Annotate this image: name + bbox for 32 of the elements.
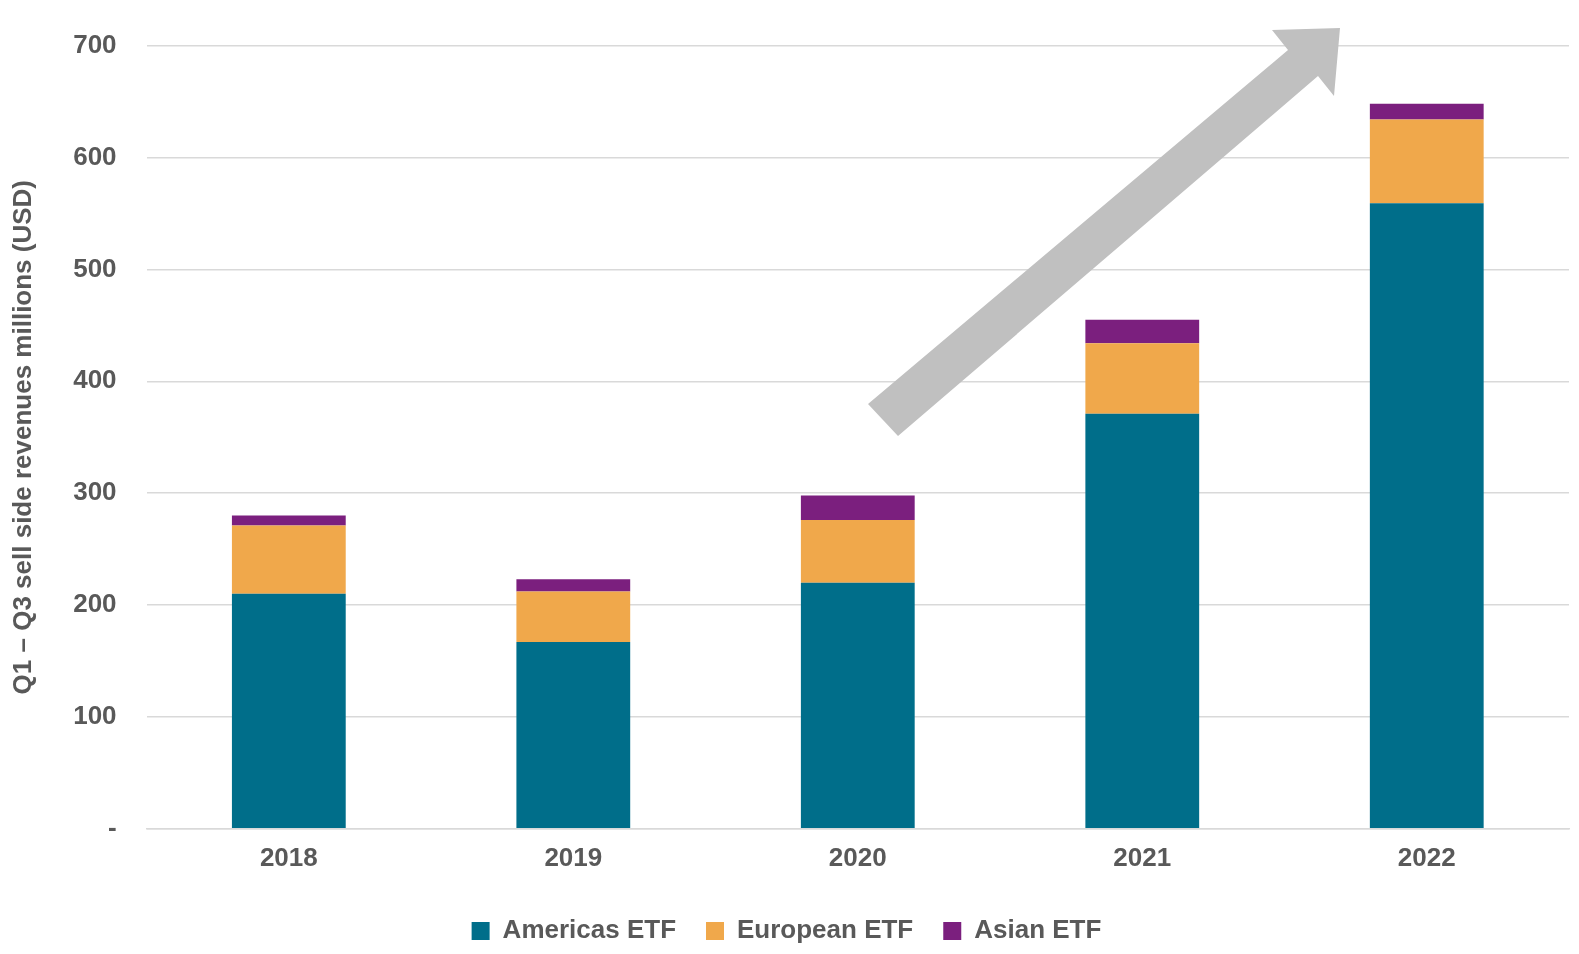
y-axis-title: Q1 – Q3 sell side revenues millions (USD): [6, 179, 37, 695]
bar: [231, 525, 346, 594]
y-tick-label: -: [107, 811, 117, 842]
legend-label: Americas ETF: [502, 914, 677, 945]
bar: [516, 641, 631, 829]
bar: [800, 495, 915, 520]
y-tick-label: 400: [73, 364, 117, 395]
x-tick-label: 2022: [1397, 841, 1456, 872]
legend-label: European ETF: [737, 914, 914, 945]
y-tick-label: 100: [73, 700, 117, 731]
legend-label: Asian ETF: [974, 914, 1102, 945]
y-tick-label: 600: [73, 140, 117, 171]
x-tick-label: 2020: [828, 841, 887, 872]
bar: [1085, 319, 1200, 344]
y-tick-label: 500: [73, 252, 117, 283]
y-tick-label: 200: [73, 588, 117, 619]
bar: [1085, 343, 1200, 414]
bar: [516, 579, 631, 592]
x-tick-label: 2019: [544, 841, 603, 872]
bar: [1369, 203, 1484, 829]
bar: [800, 520, 915, 583]
bar: [1085, 413, 1200, 829]
bar: [231, 593, 346, 829]
y-tick-label: 700: [73, 28, 117, 59]
bar: [800, 582, 915, 829]
y-tick-label: 300: [73, 476, 117, 507]
x-tick-label: 2018: [259, 841, 318, 872]
x-tick-label: 2021: [1113, 841, 1172, 872]
bar: [1369, 119, 1484, 204]
bar: [1369, 103, 1484, 120]
bar: [516, 591, 631, 642]
bar: [231, 515, 346, 526]
